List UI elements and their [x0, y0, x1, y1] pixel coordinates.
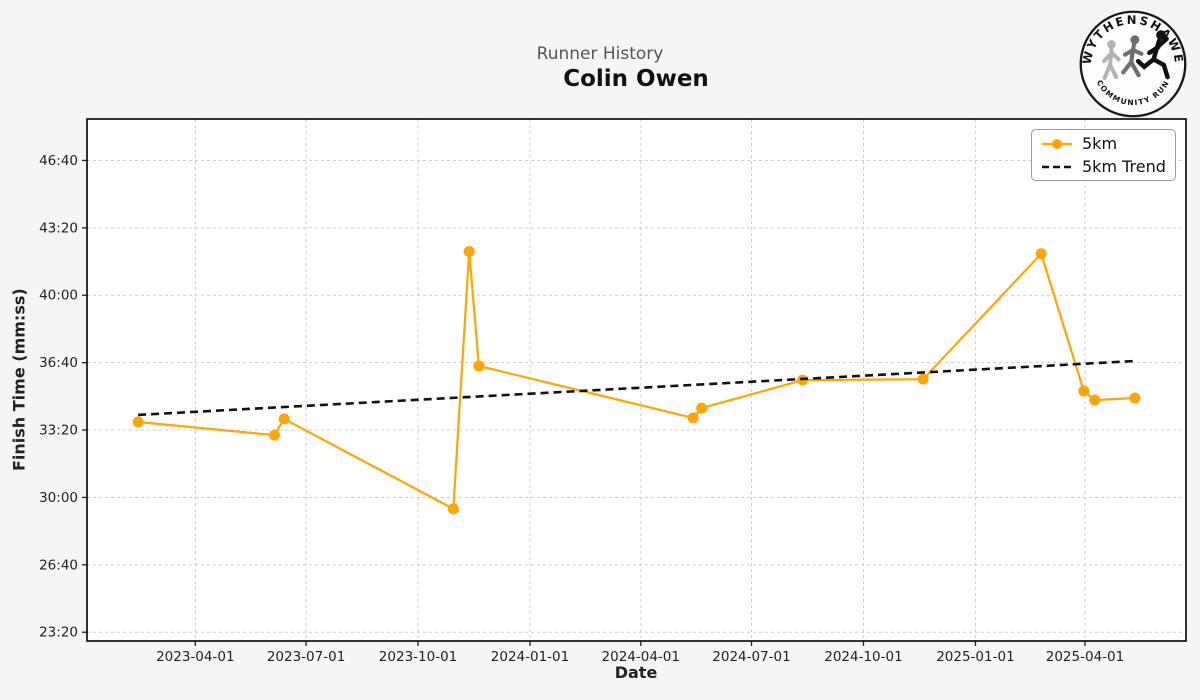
data-point-marker — [447, 503, 459, 515]
logo-sprinter-icon — [1135, 30, 1170, 80]
logo-jogger-icon — [1121, 35, 1144, 78]
y-axis-label: Finish Time (mm:ss) — [9, 288, 29, 472]
legend-item-5km: 5km — [1041, 134, 1175, 154]
x-tick-label: 2024-10-01 — [824, 649, 902, 665]
chart-suptitle: Runner History — [536, 44, 664, 64]
chart-title: Colin Owen — [563, 66, 709, 92]
y-tick-label: 33:20 — [39, 423, 78, 439]
trend-line — [138, 359, 1135, 417]
data-point-marker — [696, 402, 708, 414]
data-point-marker — [278, 413, 290, 425]
x-tick-label: 2023-04-01 — [156, 649, 234, 665]
legend-5km-label: 5km — [1082, 134, 1118, 153]
x-tick-label: 2024-04-01 — [602, 649, 680, 665]
y-tick-label: 23:20 — [39, 625, 78, 641]
data-point-marker — [268, 429, 280, 441]
legend-5km-trend-label: 5km Trend — [1082, 157, 1166, 176]
y-tick-label: 40:00 — [39, 288, 78, 304]
legend-item-5km-trend: 5km Trend — [1041, 157, 1175, 177]
x-tick-label: 2025-01-01 — [936, 649, 1014, 665]
legend-5km-line-icon — [1042, 138, 1072, 149]
y-tick-label: 30:00 — [39, 490, 78, 506]
x-axis-label: Date — [614, 663, 658, 682]
plot-border — [86, 118, 1187, 642]
data-point-marker — [1129, 392, 1141, 404]
series-line-5km — [137, 251, 1135, 511]
data-point-marker — [917, 373, 929, 385]
data-point-marker — [1035, 248, 1047, 260]
x-tick-label: 2023-10-01 — [379, 649, 457, 665]
chart-legend: 5km 5km Trend — [1031, 129, 1176, 181]
data-point-marker — [1078, 385, 1090, 397]
x-tick-label: 2023-07-01 — [267, 649, 345, 665]
x-tick-label: 2025-04-01 — [1046, 649, 1124, 665]
data-point-marker — [463, 245, 475, 257]
data-point-marker — [1089, 394, 1101, 406]
data-point-marker — [132, 416, 144, 428]
y-tick-label: 36:40 — [39, 355, 78, 371]
y-tick-label: 46:40 — [39, 153, 78, 169]
plot-area — [87, 119, 1186, 641]
x-tick-label: 2024-07-01 — [712, 649, 790, 665]
data-point-marker — [687, 412, 699, 424]
y-tick-label: 26:40 — [39, 557, 78, 573]
y-tick-label: 43:20 — [39, 220, 78, 236]
x-tick-label: 2024-01-01 — [491, 649, 569, 665]
logo-walker-icon — [1102, 40, 1121, 80]
club-logo: WYTHENSHAWE COMMUNITY RUN — [1080, 10, 1187, 118]
legend-trend-line-icon — [1042, 165, 1072, 168]
data-point-marker — [473, 360, 485, 372]
